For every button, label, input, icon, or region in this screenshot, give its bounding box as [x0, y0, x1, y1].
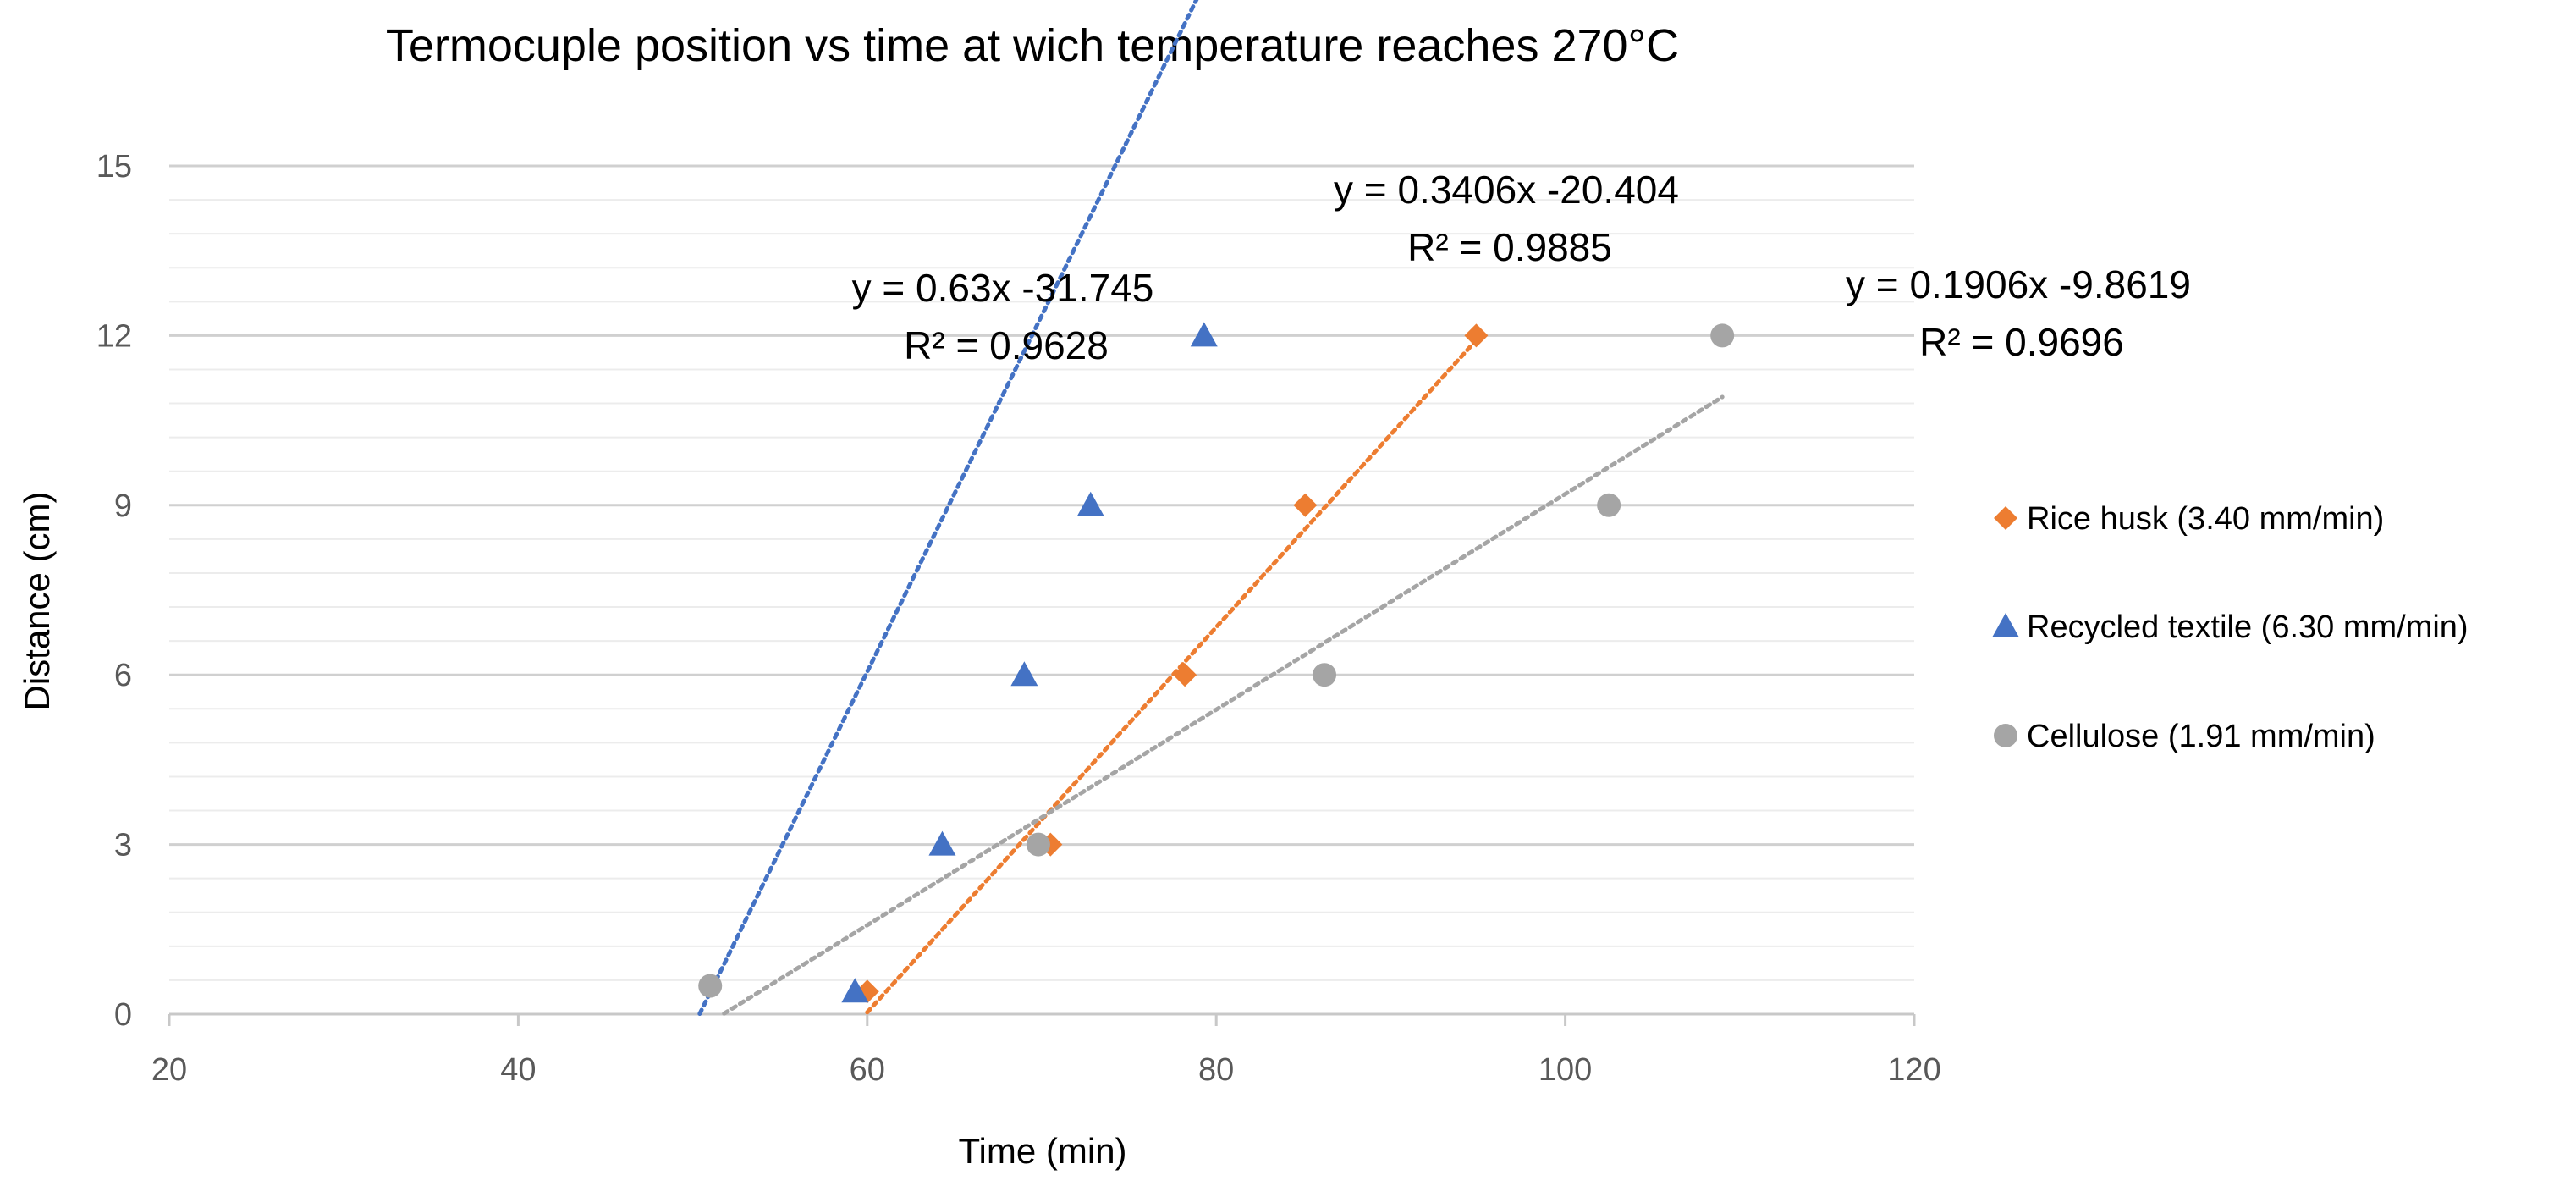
- trendline-1: [697, 0, 1199, 1017]
- data-points: [698, 322, 1735, 1004]
- x-tick-label: 60: [850, 1052, 885, 1088]
- y-tick-label: 12: [96, 318, 132, 354]
- data-point-2-4: [1710, 323, 1735, 348]
- r-squared-1: R² = 0.9628: [904, 323, 1109, 367]
- x-tick-label: 80: [1198, 1052, 1234, 1088]
- data-point-0-0: [855, 979, 879, 1004]
- x-tick-label: 100: [1538, 1052, 1592, 1088]
- y-tick-label: 3: [114, 828, 132, 863]
- trendline-equation-0: y = 0.3406x -20.404: [1334, 168, 1679, 212]
- legend: Rice husk (3.40 mm/min) Recycled textile …: [1992, 501, 2469, 754]
- legend-marker-2: [1994, 724, 2017, 747]
- trendline-equation-1: y = 0.63x -31.745: [852, 266, 1154, 310]
- y-tick-label: 6: [114, 658, 132, 693]
- x-tick-label: 40: [500, 1052, 536, 1088]
- y-tick-label: 0: [114, 997, 132, 1033]
- x-tick-label: 20: [151, 1052, 187, 1088]
- x-tick-label: 120: [1887, 1052, 1940, 1088]
- gridlines: [169, 164, 1914, 981]
- data-point-1-0: [841, 978, 869, 1003]
- axes: 0 3 6 9 12 15 20 40 60 80 100 120: [96, 149, 1941, 1088]
- data-point-1-4: [1190, 322, 1218, 347]
- data-point-0-4: [1464, 323, 1489, 348]
- legend-label-2: Cellulose (1.91 mm/min): [2027, 719, 2375, 754]
- x-axis-title: Time (min): [958, 1131, 1126, 1171]
- y-axis-title: Distance (cm): [17, 491, 57, 710]
- r-squared-2: R² = 0.9696: [1919, 320, 2124, 364]
- trendline-0: [865, 336, 1480, 1015]
- r-squared-0: R² = 0.9885: [1407, 225, 1612, 269]
- data-point-2-3: [1597, 493, 1621, 517]
- data-point-2-1: [1026, 832, 1050, 857]
- data-point-1-1: [928, 830, 956, 856]
- data-point-2-2: [1313, 663, 1337, 687]
- data-point-0-2: [1173, 663, 1197, 687]
- data-point-0-3: [1293, 493, 1318, 517]
- legend-label-0: Rice husk (3.40 mm/min): [2027, 501, 2384, 537]
- trendlines: [697, 0, 1725, 1017]
- legend-label-1: Recycled textile (6.30 mm/min): [2027, 610, 2469, 645]
- data-point-1-2: [1010, 661, 1038, 687]
- trendline-equation-2: y = 0.1906x -9.8619: [1846, 262, 2191, 306]
- chart-title: Termocuple position vs time at wich temp…: [386, 20, 1679, 71]
- y-tick-label: 15: [96, 149, 132, 185]
- y-tick-label: 9: [114, 488, 132, 524]
- data-point-2-0: [698, 974, 723, 998]
- legend-marker-0: [1994, 506, 2017, 530]
- trendline-equations: y = 0.3406x -20.404 R² = 0.9885 y = 0.63x …: [852, 168, 2191, 367]
- data-point-1-3: [1076, 491, 1104, 516]
- legend-marker-1: [1992, 613, 2019, 637]
- trendline-2: [722, 394, 1725, 1016]
